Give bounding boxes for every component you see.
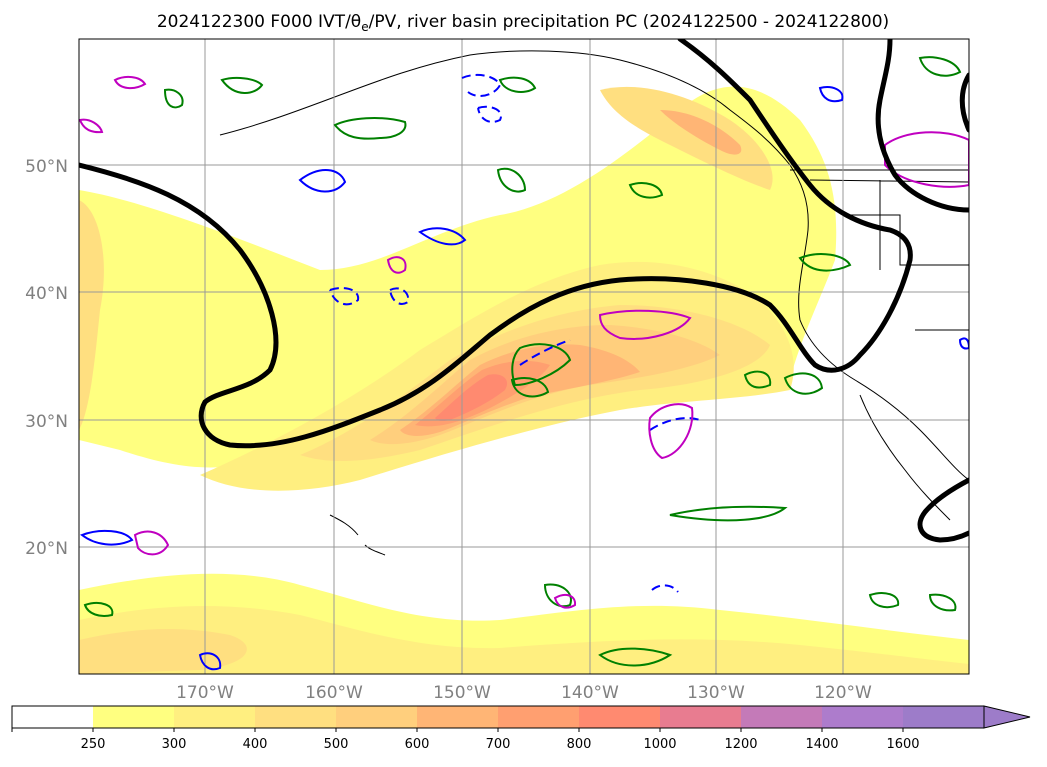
lon-label: 170°W [176, 683, 234, 703]
green-contour [669, 505, 788, 522]
green-contour [498, 76, 537, 93]
ivt-gulf-of-alaska-core [660, 110, 742, 155]
colorbar-segment [741, 706, 823, 728]
green-contour [163, 88, 184, 109]
blue-contour [418, 227, 467, 246]
colorbar-tick-label: 1000 [643, 737, 676, 752]
green-contour [628, 182, 664, 199]
blue-contour [79, 529, 134, 546]
colorbar-tick-label: 500 [324, 737, 349, 752]
magenta-contour [386, 256, 407, 274]
colorbar-segment [903, 706, 985, 728]
green-contour [220, 76, 264, 94]
green-contour [510, 377, 550, 398]
map-panel [78, 38, 970, 675]
green-contour [333, 117, 407, 140]
ivt-contour-north-pacific [79, 39, 913, 449]
colorbar-segment [822, 706, 904, 728]
blue-dashed-contour [477, 105, 502, 123]
lon-label: 130°W [687, 683, 745, 703]
state-borders [790, 169, 969, 331]
green-contour [496, 167, 527, 193]
magenta-contour [113, 75, 147, 90]
green-contour [83, 602, 114, 617]
ivt-band-800 [435, 374, 508, 422]
blue-dashed-contour [649, 417, 701, 431]
green-contour [868, 592, 900, 609]
colorbar-tick-label: 1400 [805, 737, 838, 752]
colorbar-tick-label: 600 [405, 737, 430, 752]
lat-label: 30°N [25, 412, 68, 432]
ivt-contour-southeast [917, 477, 969, 543]
lat-label: 20°N [25, 539, 68, 559]
colorbar-segment [660, 706, 742, 728]
colorbar: 250 300 400 500 600 700 800 1000 1200 1400 1600 [11, 705, 1031, 752]
north-america-coastline [219, 50, 969, 481]
green-contour [543, 583, 572, 608]
green-contour [783, 372, 824, 395]
colorbar-tick-label: 1200 [724, 737, 757, 752]
lon-label: 150°W [433, 683, 491, 703]
lon-label: 120°W [814, 683, 872, 703]
colorbar-segment [93, 706, 175, 728]
map-title: 2024122300 F000 IVT/θe/PV, river basin p… [157, 12, 889, 34]
pc-contours [79, 75, 969, 609]
blue-dashed-contour [389, 287, 410, 305]
colorbar-segment [498, 706, 580, 728]
lat-label: 50°N [25, 157, 68, 177]
longitude-labels: 170°W 160°W 150°W 140°W 130°W 120°W [176, 683, 872, 703]
magenta-contour [133, 530, 170, 556]
colorbar-segment [417, 706, 499, 728]
blue-dashed-contour [651, 584, 679, 593]
lat-label: 40°N [25, 284, 68, 304]
colorbar-tick-label: 1600 [886, 737, 919, 752]
blue-contour [818, 86, 844, 103]
blue-contour [298, 169, 347, 193]
magenta-contour [598, 309, 692, 340]
colorbar-tick-label: 400 [243, 737, 268, 752]
coastlines [219, 50, 969, 556]
colorbar-segment [255, 706, 337, 728]
magenta-contour [648, 403, 694, 460]
blue-dashed-contour [329, 287, 360, 306]
hawaii-islands [329, 514, 386, 556]
blue-dashed-contour [519, 339, 571, 366]
green-contour [798, 253, 852, 272]
colorbar-segment [579, 706, 661, 728]
green-contour [928, 593, 957, 612]
colorbar-tick-label: 700 [486, 737, 511, 752]
pv-contours [79, 73, 969, 671]
green-contour [918, 56, 962, 77]
lon-label: 140°W [561, 683, 619, 703]
latitude-labels: 50°N 40°N 30°N 20°N [25, 157, 68, 559]
colorbar-tick-label: 300 [162, 737, 187, 752]
colorbar-extend-arrow [983, 705, 1031, 729]
magenta-contour [79, 118, 104, 134]
ivt-gulf-of-alaska [600, 86, 773, 190]
magenta-contour [553, 593, 577, 609]
colorbar-segment [174, 706, 256, 728]
blue-contour [958, 337, 969, 350]
theta-e-contours [83, 56, 962, 667]
map-frame [78, 38, 970, 675]
magenta-contour [884, 131, 969, 188]
colorbar-segment [336, 706, 418, 728]
ivt-south-band-300 [79, 605, 969, 674]
baja-coastline [859, 394, 951, 521]
ivt-contour-northeast-edge [959, 72, 969, 133]
lon-label: 160°W [305, 683, 363, 703]
ivt-heavy-contours [79, 39, 969, 543]
colorbar-tick-label: 250 [81, 737, 106, 752]
colorbar-segment [12, 706, 94, 728]
colorbar-tick-label: 800 [567, 737, 592, 752]
green-contour [743, 370, 772, 389]
green-contour [511, 343, 572, 387]
blue-contour [198, 652, 222, 671]
ivt-contour-northeast [875, 39, 969, 213]
green-contour [598, 647, 673, 667]
ivt-west-edge [79, 200, 104, 430]
